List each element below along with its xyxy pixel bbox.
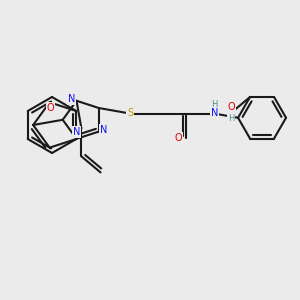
Text: N: N [211,108,218,118]
Text: O: O [227,102,235,112]
Text: H: H [228,114,234,123]
Text: N: N [73,127,80,137]
Text: N: N [100,124,108,134]
Text: N: N [68,94,75,104]
Text: S: S [127,108,134,118]
Text: H: H [211,100,218,109]
Text: O: O [175,133,182,142]
Text: O: O [47,103,54,113]
